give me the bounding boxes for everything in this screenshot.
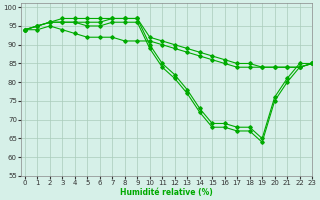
X-axis label: Humidité relative (%): Humidité relative (%) [120, 188, 213, 197]
